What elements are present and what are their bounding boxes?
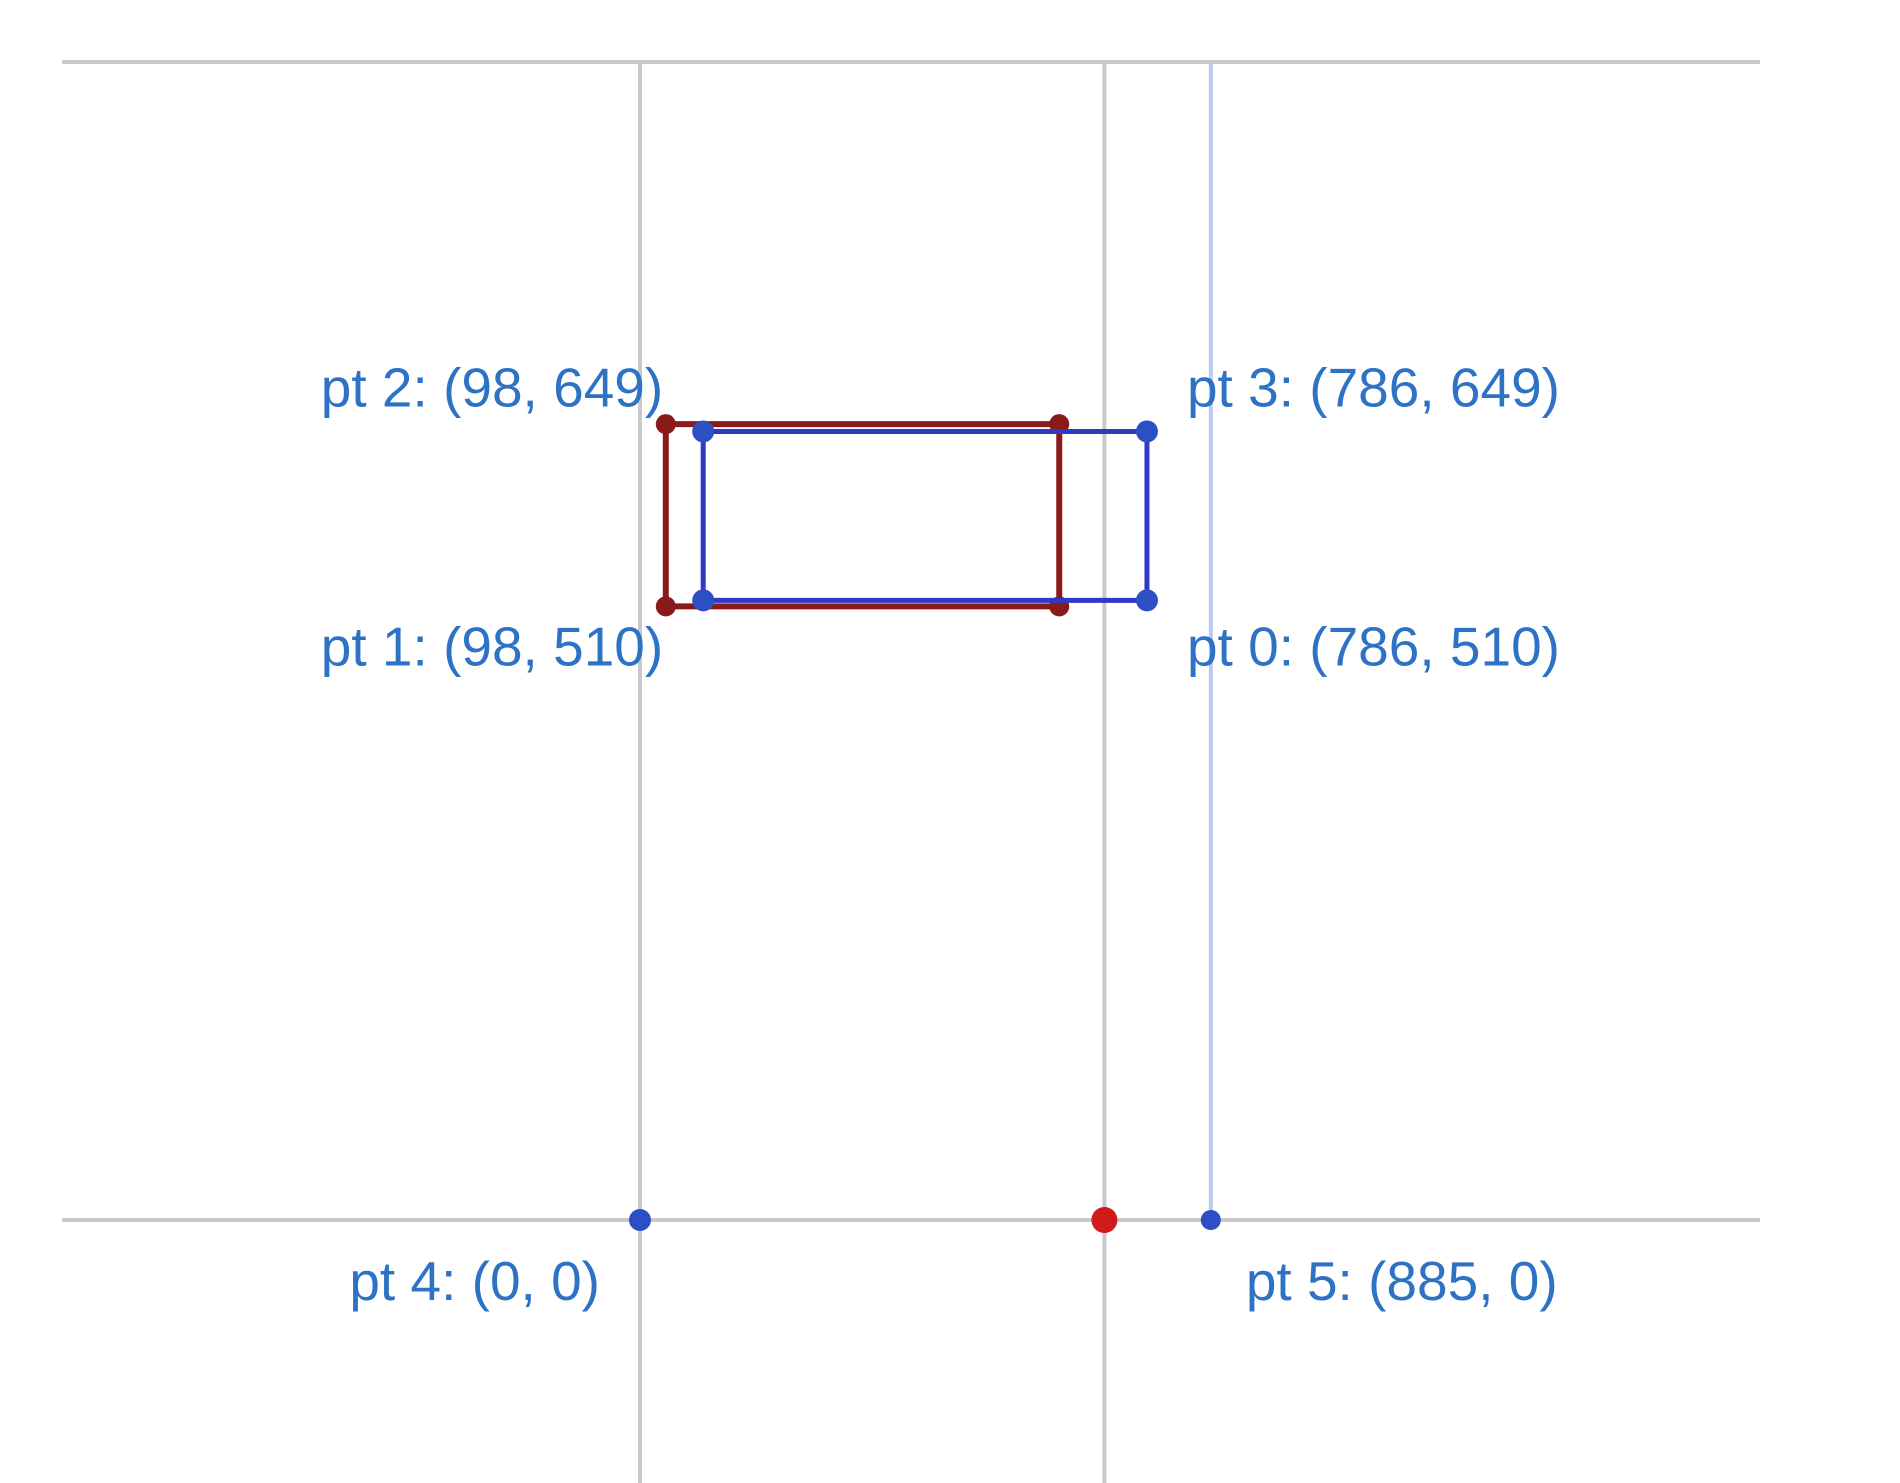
pt5-label: pt 5: (885, 0): [1246, 1250, 1558, 1312]
blue-rect-corner-dot: [692, 420, 714, 442]
blue-rect-corner-dot: [692, 589, 714, 611]
pt5-dot: [1201, 1210, 1221, 1230]
pt4-dot: [629, 1209, 651, 1231]
pt4-label: pt 4: (0, 0): [349, 1250, 600, 1312]
blue-rect-corner-dot: [1136, 420, 1158, 442]
red-rect-corner-dot: [656, 596, 676, 616]
pt1-label: pt 1: (98, 510): [321, 615, 663, 677]
diagram-canvas: pt 0: (786, 510) pt 1: (98, 510) pt 2: (98…: [0, 0, 1900, 1483]
pt3-label: pt 3: (786, 649): [1187, 356, 1560, 418]
red-rect: [666, 424, 1059, 606]
red-axis-dot: [1091, 1207, 1117, 1233]
pt2-label: pt 2: (98, 649): [321, 356, 663, 418]
blue-rect: [703, 431, 1147, 600]
blue-rect-corner-dot: [1136, 589, 1158, 611]
pt0-label: pt 0: (786, 510): [1187, 615, 1560, 677]
